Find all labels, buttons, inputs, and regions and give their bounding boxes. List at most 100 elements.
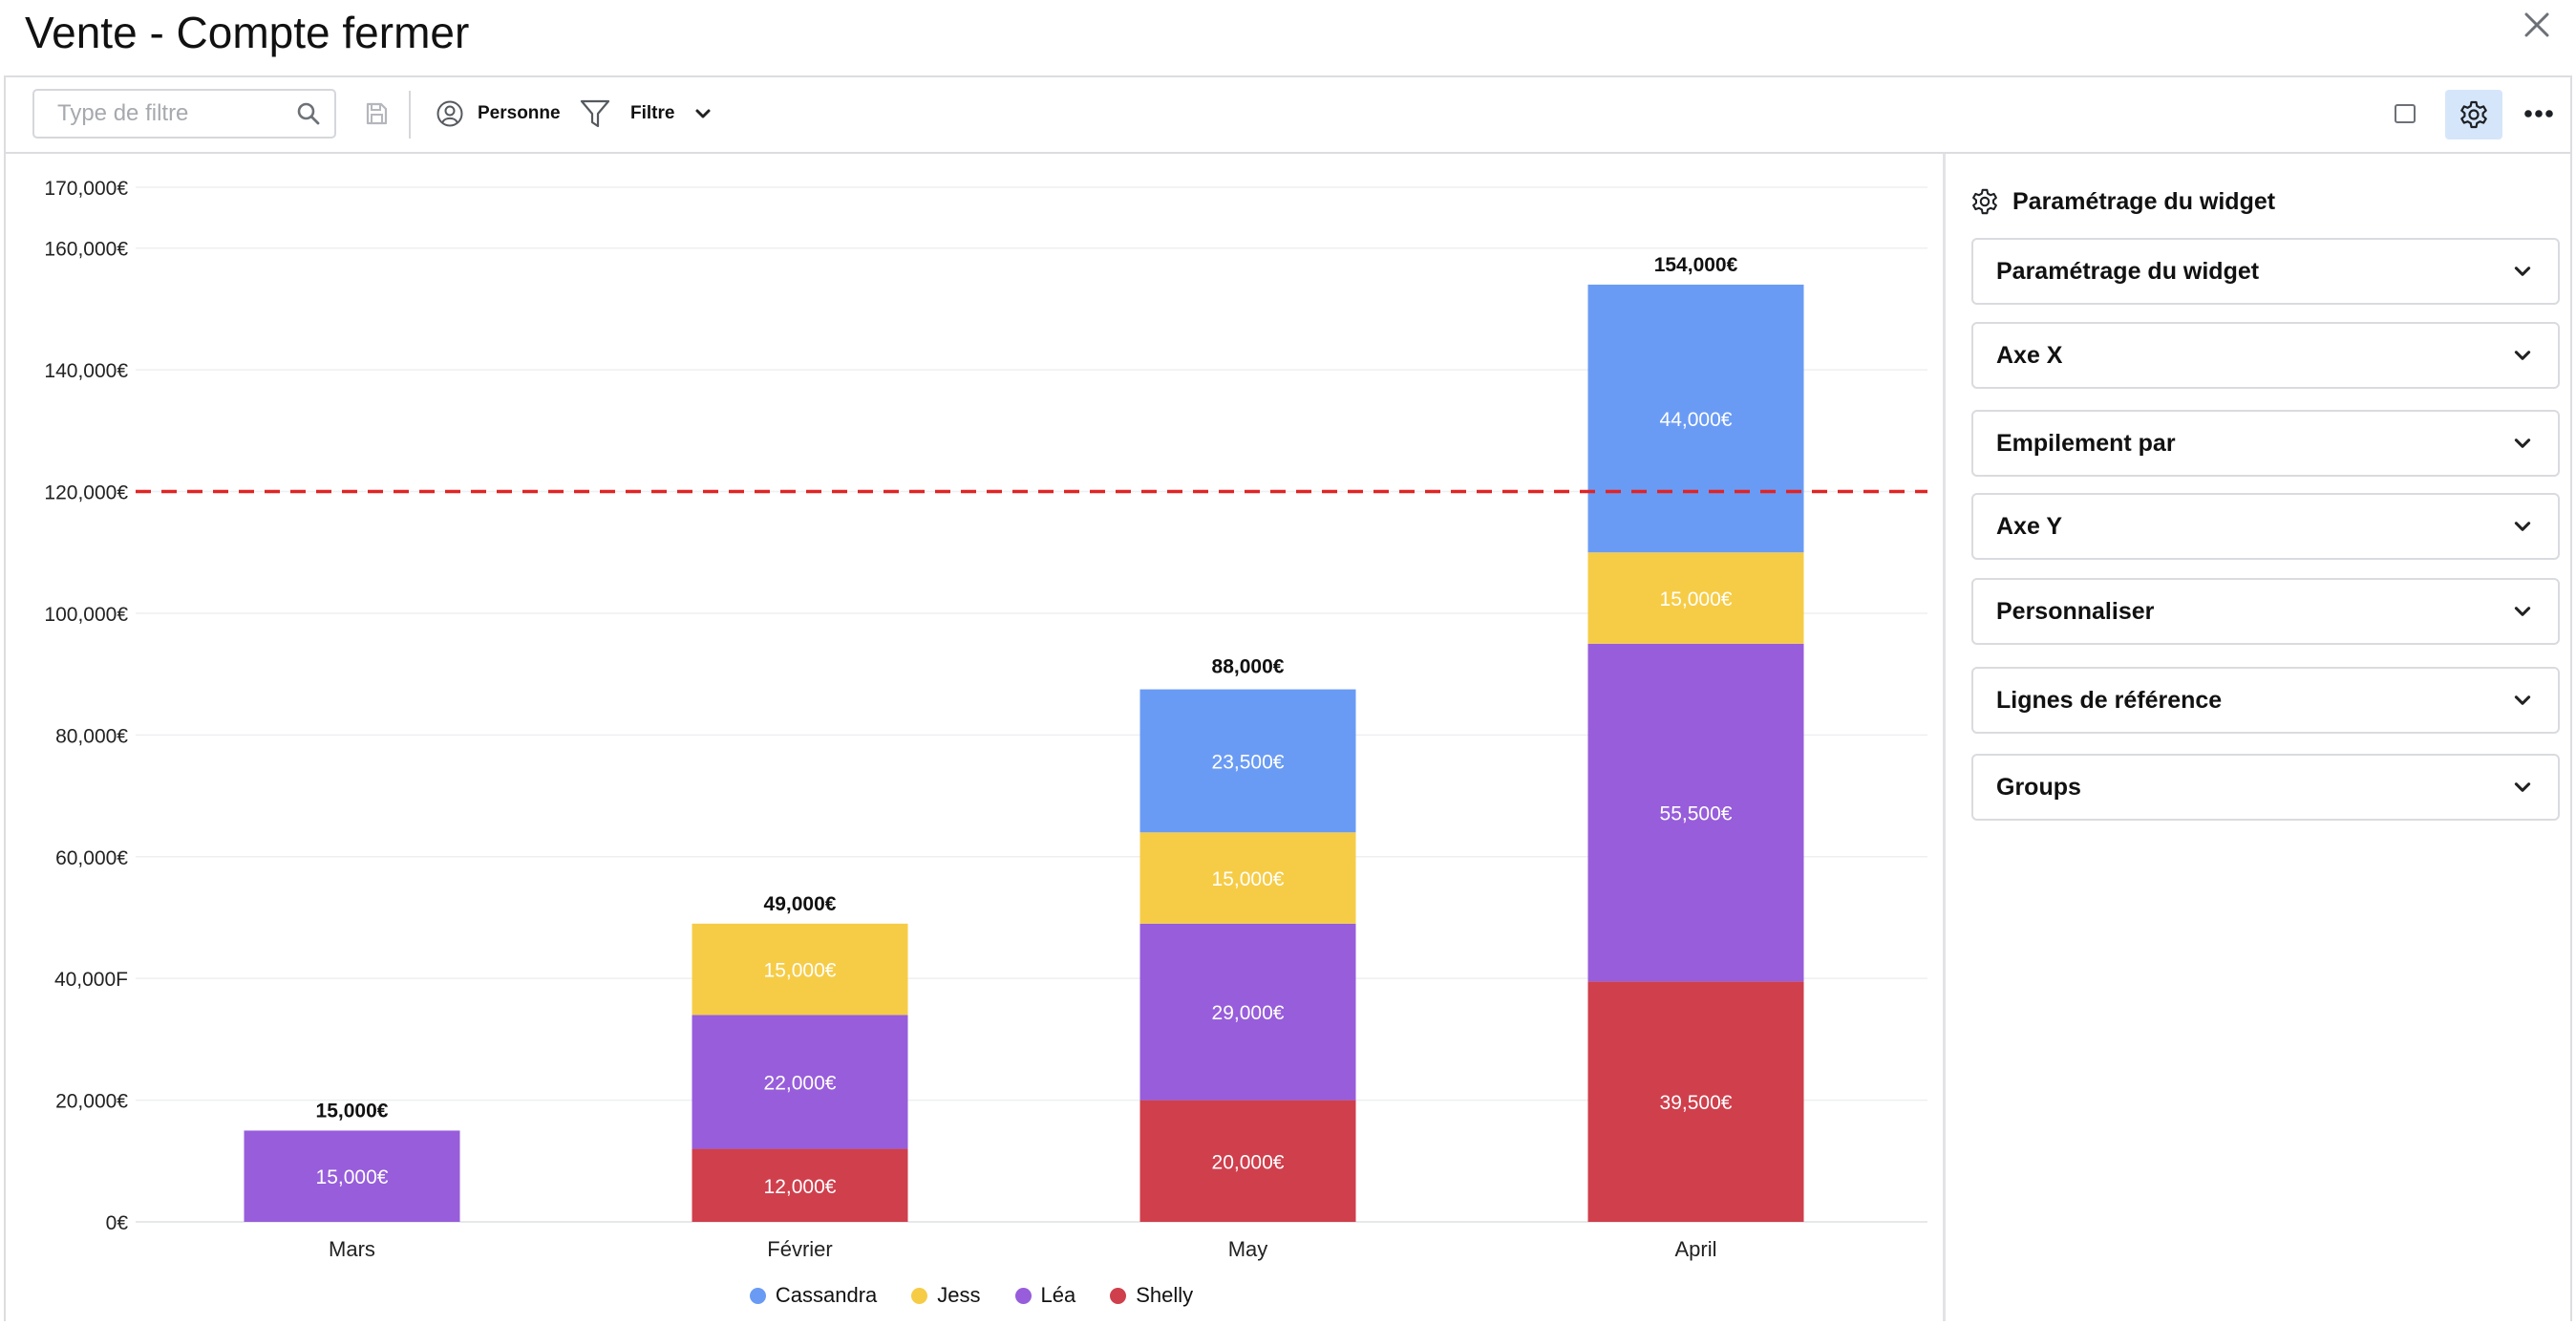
data-label: 15,000€: [764, 960, 837, 982]
bar-segment-shelly: [1139, 1100, 1356, 1222]
bar-segment-cassandra: [1139, 689, 1356, 833]
widget-frame: [4, 75, 2572, 1321]
section-label: Axe Y: [1996, 512, 2063, 540]
data-label: 44,000€: [1660, 409, 1733, 431]
person-filter-button[interactable]: Personne: [436, 95, 561, 133]
close-icon: [2524, 12, 2549, 37]
person-icon: [436, 100, 463, 127]
data-label: 15,000€: [1660, 588, 1733, 610]
legend-item-jess[interactable]: Jess: [911, 1283, 981, 1308]
bar-segment-lea: [692, 1015, 908, 1149]
data-label: 55,500€: [1660, 803, 1733, 825]
section-label: Axe X: [1996, 341, 2063, 369]
widget-settings-button[interactable]: [2445, 90, 2502, 139]
total-label: 154,000€: [1654, 254, 1738, 276]
gear-icon: [2460, 100, 2487, 129]
more-options-button[interactable]: [2518, 95, 2560, 133]
legend-item-lea[interactable]: Léa: [1014, 1283, 1076, 1308]
section-widget-settings[interactable]: Paramétrage du widget: [1971, 238, 2560, 305]
section-label: Paramétrage du widget: [1996, 257, 2260, 285]
legend-item-shelly[interactable]: Shelly: [1110, 1283, 1193, 1308]
section-label: Lignes de référence: [1996, 686, 2223, 714]
data-label: 20,000€: [1212, 1151, 1285, 1173]
y-tick-label: 140,000€: [44, 360, 128, 382]
filter-icon: [580, 99, 610, 128]
filter-dropdown-button[interactable]: [688, 98, 718, 129]
bar-segment-lea: [244, 1130, 460, 1222]
filter-search-input[interactable]: [34, 99, 294, 128]
chevron-down-icon: [2514, 607, 2531, 616]
data-label: 22,000€: [764, 1072, 837, 1094]
x-tick-label: Février: [767, 1237, 832, 1261]
bar-segment-jess: [1139, 832, 1356, 924]
section-groups[interactable]: Groups: [1971, 754, 2560, 821]
legend-label: Jess: [937, 1283, 981, 1307]
chevron-down-icon: [2514, 438, 2531, 448]
data-label: 15,000€: [1212, 868, 1285, 890]
save-icon: [366, 102, 388, 125]
gear-icon: [1972, 188, 1997, 215]
save-button[interactable]: [359, 96, 394, 131]
legend-swatch-shelly: [1110, 1287, 1127, 1304]
chevron-down-icon: [2514, 522, 2531, 531]
bar-segment-cassandra: [1587, 284, 1804, 553]
square-icon: [2395, 104, 2416, 123]
person-filter-label: Personne: [478, 103, 561, 123]
section-label: Groups: [1996, 773, 2081, 801]
total-label: 88,000€: [1212, 655, 1285, 677]
section-customize[interactable]: Personnaliser: [1971, 578, 2560, 645]
bar-segment-lea: [1587, 643, 1804, 982]
toggle-view-button[interactable]: [2386, 95, 2424, 133]
chevron-down-icon: [2514, 782, 2531, 792]
chevron-down-icon: [2514, 267, 2531, 276]
legend-swatch-lea: [1014, 1287, 1032, 1304]
y-tick-label: 60,000€: [55, 847, 128, 869]
page-title: Vente - Compte fermer: [25, 8, 470, 57]
stacked-bar-chart: 0€ 20,000€ 40,000F 60,000€ 80,000€ 100,000€ 12…: [44, 178, 1927, 1261]
panel-header: Paramétrage du widget: [1970, 182, 2275, 221]
filter-label: Filtre: [630, 103, 675, 123]
section-stack-by[interactable]: Empilement par: [1971, 410, 2560, 477]
toolbar-divider: [409, 91, 411, 139]
data-label: 39,500€: [1660, 1092, 1733, 1114]
data-label: 23,500€: [1212, 751, 1285, 773]
y-tick-label: 0€: [106, 1212, 129, 1234]
legend-swatch-cassandra: [749, 1287, 766, 1304]
total-label: 49,000€: [764, 893, 837, 915]
more-icon: [2524, 110, 2553, 118]
panel-divider: [1943, 154, 1946, 1321]
bar-segment-shelly: [692, 1148, 908, 1222]
data-label: 12,000€: [764, 1176, 837, 1198]
filter-button[interactable]: Filtre: [579, 95, 674, 133]
bar-segment-jess: [1587, 552, 1804, 644]
filter-search[interactable]: [32, 89, 336, 139]
legend-label: Shelly: [1136, 1283, 1194, 1307]
bar-segment-jess: [692, 923, 908, 1016]
section-x-axis[interactable]: Axe X: [1971, 322, 2560, 389]
section-y-axis[interactable]: Axe Y: [1971, 493, 2560, 560]
x-tick-label: April: [1674, 1237, 1716, 1261]
y-tick-label: 40,000F: [54, 969, 128, 991]
chevron-down-icon: [2514, 695, 2531, 705]
bar-segment-lea: [1139, 923, 1356, 1101]
widget-settings-panel: Paramétrage du widget Paramétrage du wid…: [1946, 154, 2572, 1321]
close-button[interactable]: [2516, 4, 2558, 46]
x-tick-label: Mars: [329, 1237, 375, 1261]
chevron-down-icon: [2514, 351, 2531, 360]
chart-legend: Cassandra Jess Léa Shelly: [0, 1278, 1943, 1313]
x-tick-label: May: [1228, 1237, 1268, 1261]
legend-item-cassandra[interactable]: Cassandra: [749, 1283, 878, 1308]
total-label: 15,000€: [316, 1100, 389, 1122]
data-label: 15,000€: [316, 1166, 389, 1188]
section-reference-lines[interactable]: Lignes de référence: [1971, 667, 2560, 734]
search-icon[interactable]: [294, 99, 323, 128]
legend-label: Cassandra: [775, 1283, 878, 1307]
section-label: Personnaliser: [1996, 597, 2155, 625]
y-tick-label: 160,000€: [44, 239, 128, 261]
legend-label: Léa: [1040, 1283, 1076, 1307]
y-tick-label: 120,000€: [44, 482, 128, 504]
data-label: 29,000€: [1212, 1002, 1285, 1024]
section-label: Empilement par: [1996, 429, 2176, 457]
chart-area: 0€ 20,000€ 40,000F 60,000€ 80,000€ 100,000€ 12…: [6, 154, 1943, 1321]
bar-segment-shelly: [1587, 981, 1804, 1222]
